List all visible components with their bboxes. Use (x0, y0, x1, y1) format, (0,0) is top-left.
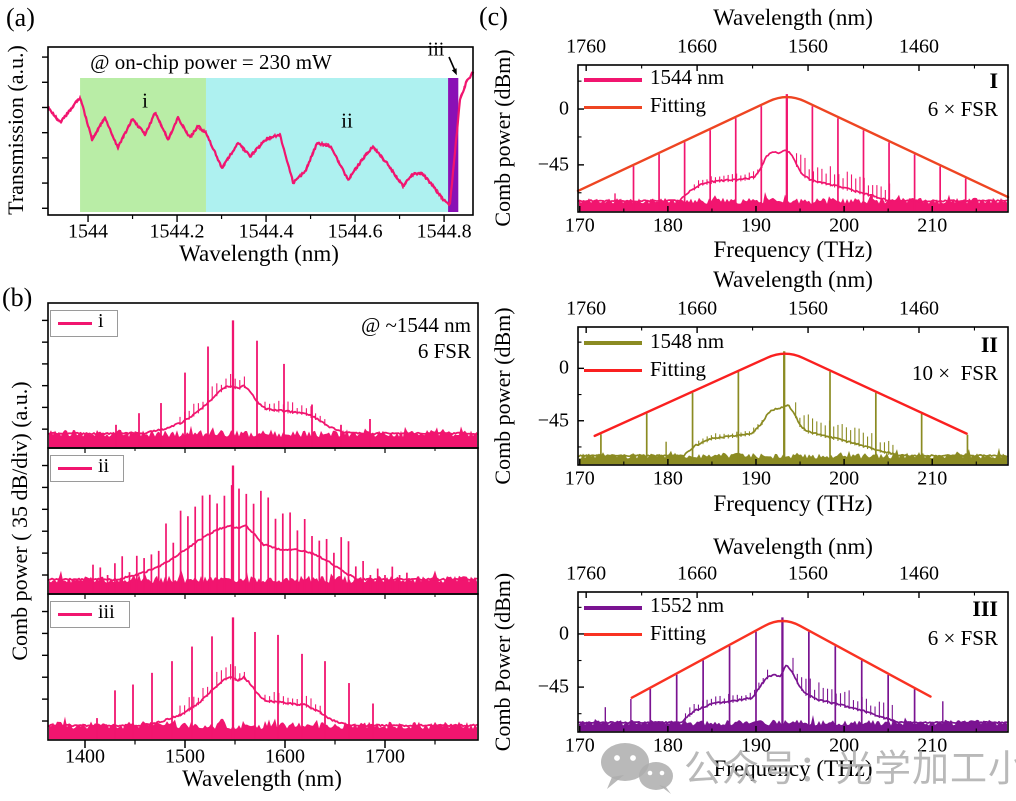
tick-label: 200 (829, 467, 860, 490)
tick-label: 180 (652, 214, 683, 237)
tick-label: 1700 (365, 745, 405, 768)
panel-b-annotation-fsr: 6 FSR (417, 339, 471, 363)
tick-label: 190 (740, 734, 771, 757)
c2-top-axis-label: Wavelength (nm) (713, 267, 873, 292)
tick-label: 180 (652, 467, 683, 490)
tick-label: 1544.4 (238, 220, 294, 243)
legend-label: i (98, 310, 104, 332)
panel-a-label: (a) (6, 3, 35, 32)
c3-top-axis-label: Wavelength (nm) (713, 534, 873, 559)
c2-legend-series-swatch (584, 341, 642, 345)
tick-label: 1600 (265, 745, 305, 768)
c3-legend-fit-swatch (584, 633, 642, 636)
tick-label: 0 (559, 622, 569, 645)
tick-label: 1660 (677, 35, 718, 58)
watermark-text: 公众号：光学加工小助手 (684, 747, 1016, 790)
legend-line-swatch (58, 613, 92, 616)
panel-c-label: (c) (479, 2, 508, 31)
tick-label: 170 (564, 214, 595, 237)
c1-legend-fit-label: Fitting (650, 93, 707, 117)
c2-legend-fit-label: Fitting (650, 357, 707, 381)
tick-label: 210 (917, 214, 948, 237)
tick-label: 1460 (898, 297, 939, 320)
legend-label: iii (98, 601, 115, 623)
c3-x-axis-label: Frequency (THz) (713, 756, 873, 781)
tick-label: 210 (917, 467, 948, 490)
panel-b-legend-iii: iii (50, 601, 130, 628)
c1-tag: I (989, 68, 998, 93)
c1-legend-fit-swatch (584, 106, 642, 109)
tick-label: 0 (559, 97, 569, 120)
tick-label: 1760 (566, 297, 607, 320)
panel-b-label: (b) (2, 283, 33, 312)
c1-top-axis-label: Wavelength (nm) (713, 5, 873, 30)
c2-y-axis-label: Comb power (dBm) (490, 307, 515, 485)
panel-b-y-axis-label: Comb power ( 35 dB/div) (a.u.) (7, 381, 32, 661)
tick-label: 1500 (165, 745, 205, 768)
c1-fsr-label: 6 × FSR (927, 97, 998, 121)
c2-legend-fit-swatch (584, 369, 642, 372)
tick-label: 1660 (677, 562, 718, 585)
tick-label: 190 (740, 467, 771, 490)
tick-label: 1560 (788, 35, 829, 58)
tick-label: 1560 (788, 562, 829, 585)
c2-tag: II (980, 332, 998, 357)
panel-b-legend-i: i (50, 310, 118, 337)
c3-tag: III (972, 596, 998, 621)
c3-legend-series-swatch (584, 606, 642, 610)
wechat-icon (601, 743, 673, 794)
tick-label: 1544 (68, 220, 109, 243)
legend-label: ii (98, 455, 110, 477)
c2-x-axis-label: Frequency (THz) (713, 491, 873, 516)
tick-label: 0 (559, 356, 569, 379)
c2-fsr-label: 10 × FSR (912, 361, 998, 385)
tick-label: 170 (564, 734, 595, 757)
tick-label: −45 (537, 675, 569, 698)
tick-label: 170 (564, 467, 595, 490)
tick-label: 1460 (898, 562, 939, 585)
tick-label: 1560 (788, 297, 829, 320)
c3-y-axis-label: Comb Power (dBm) (490, 572, 515, 752)
tick-label: 210 (917, 734, 948, 757)
panel-a-y-axis-label: Transmission (a.u.) (3, 45, 28, 215)
legend-line-swatch (58, 467, 92, 470)
c1-legend-series-swatch (584, 78, 642, 82)
c2-legend-series-label: 1548 nm (650, 329, 725, 353)
panel-a-annotation: @ on-chip power = 230 mW (90, 50, 332, 74)
tick-label: 1660 (677, 297, 718, 320)
c1-legend-series-label: 1544 nm (650, 65, 725, 89)
c1-y-axis-label: Comb power (dBm) (490, 49, 515, 227)
tick-label: 200 (829, 734, 860, 757)
tick-label: 200 (829, 214, 860, 237)
tick-label: 1760 (566, 562, 607, 585)
tick-label: 1544.6 (327, 220, 383, 243)
region-label-iii: iii (427, 38, 445, 61)
c3-legend-fit-label: Fitting (650, 621, 707, 645)
panel-a-x-axis-label: Wavelength (nm) (179, 241, 339, 266)
c3-fsr-label: 6 × FSR (927, 626, 998, 650)
tick-label: 1544.8 (416, 220, 472, 243)
panel-b-x-axis-label: Wavelength (nm) (182, 766, 342, 791)
panel-b-annotation-pump: @ ~1544 nm (360, 313, 471, 337)
tick-label: −45 (537, 409, 569, 432)
tick-label: −45 (537, 153, 569, 176)
tick-label: 1400 (65, 745, 105, 768)
region-label-i: i (142, 88, 148, 113)
tick-label: 1460 (898, 35, 939, 58)
tick-label: 190 (740, 214, 771, 237)
panel-b-legend-ii: ii (50, 455, 124, 482)
c3-legend-series-label: 1552 nm (650, 593, 725, 617)
tick-label: 1544.2 (149, 220, 205, 243)
legend-line-swatch (58, 322, 92, 325)
tick-label: 1760 (566, 35, 607, 58)
tick-label: 180 (652, 734, 683, 757)
c1-x-axis-label: Frequency (THz) (713, 237, 873, 262)
region-label-ii: ii (341, 108, 353, 133)
